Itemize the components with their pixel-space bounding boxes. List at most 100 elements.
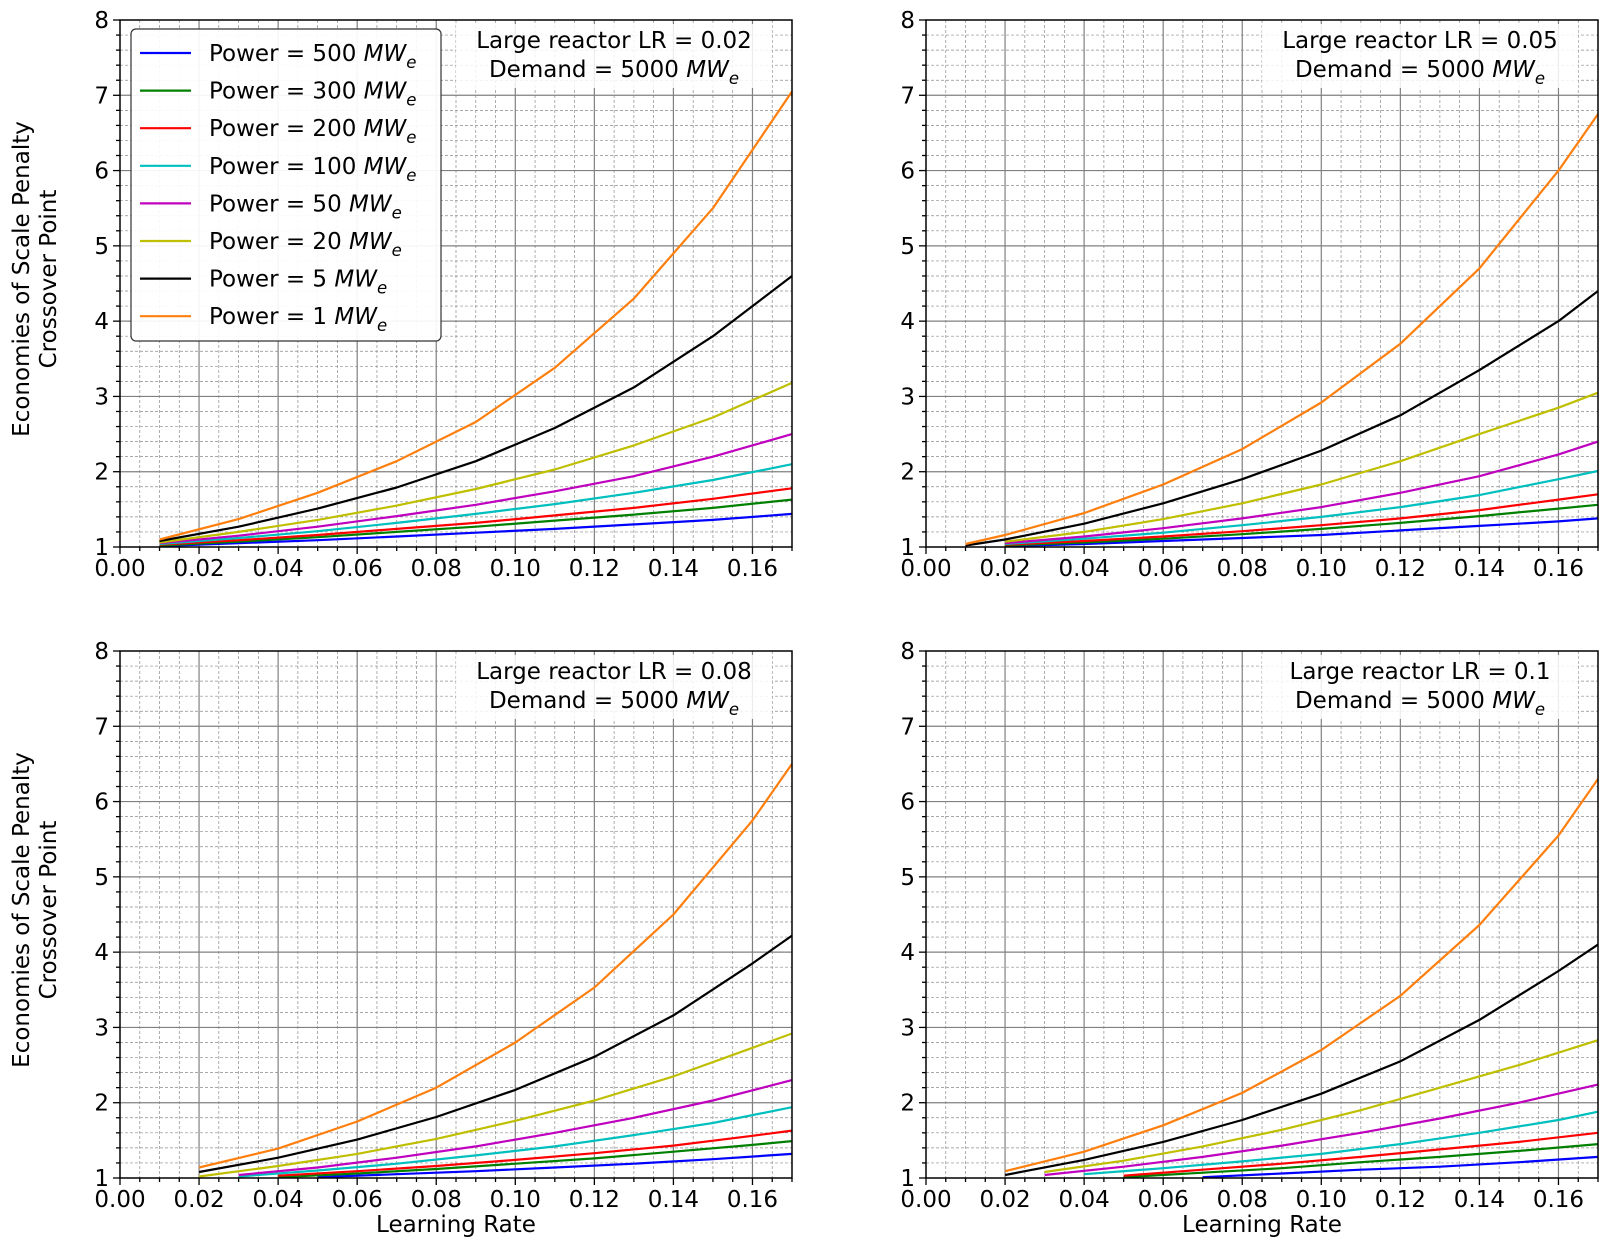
y-tick-label: 2	[900, 460, 915, 486]
series-group-bottom-left	[198, 763, 793, 1179]
annotation-demand-top-right: Demand = 5000 MWe	[1295, 57, 1545, 88]
x-tick-label: 0.02	[979, 1187, 1030, 1213]
axes-frame-bottom-right	[925, 650, 1599, 1179]
x-tick-label: 0.10	[490, 1187, 541, 1213]
x-tick-label: 0.12	[569, 556, 620, 582]
y-tick-label: 3	[94, 384, 109, 410]
annotation-demand-top-left: Demand = 5000 MWe	[489, 57, 739, 88]
major-grid-bottom-left	[120, 651, 792, 1178]
y-tick-label: 3	[900, 1015, 915, 1041]
y-tick-label: 1	[94, 535, 109, 561]
series-line-300mwe	[159, 498, 793, 547]
y-tick-label: 5	[900, 865, 915, 891]
x-tick-label: 0.04	[1059, 1187, 1110, 1213]
y-tick-label: 8	[94, 639, 109, 665]
y-tick-label: 7	[94, 714, 109, 740]
annotation-box-top-left	[456, 24, 772, 88]
x-tick-label: 0.00	[900, 556, 951, 582]
legend-label-200mwe: Power = 200 MWe	[209, 116, 416, 147]
x-tick-label: 0.10	[1296, 556, 1347, 582]
panel-bottom-left: 0.00 0.02 0.04 0.06 0.08 0.10 0.12 0.14 0.16 1 2 3 4…	[94, 639, 793, 1213]
x-tick-label: 0.08	[1217, 1187, 1268, 1213]
x-tick-label: 0.12	[1375, 556, 1426, 582]
minor-grid-top-right	[926, 20, 1598, 547]
x-tick-label: 0.12	[1375, 1187, 1426, 1213]
y-tick-label: 4	[900, 940, 915, 966]
annotation-box-bottom-right	[1262, 655, 1578, 719]
y-tick-label: 2	[94, 460, 109, 486]
series-line-50mwe	[1005, 440, 1599, 545]
legend-label-20mwe: Power = 20 MWe	[209, 229, 402, 260]
y-tick-label: 8	[900, 8, 915, 34]
series-line-50mwe	[1044, 1083, 1599, 1177]
x-tick-label: 0.16	[727, 1187, 778, 1213]
series-line-500mwe	[1005, 517, 1599, 548]
x-tick-label: 0.06	[332, 556, 383, 582]
series-line-300mwe	[1005, 503, 1599, 547]
y-tick-label: 1	[900, 535, 915, 561]
y-tick-label: 6	[900, 159, 915, 185]
series-line-20mwe	[1044, 1039, 1599, 1174]
legend-top-left: Power = 500 MWe Power = 300 MWe Power = 20…	[130, 28, 442, 342]
x-tick-label: 0.04	[253, 1187, 304, 1213]
y-tick-label: 7	[94, 83, 109, 109]
x-tick-label: 0.06	[1138, 1187, 1189, 1213]
y-tick-label: 5	[94, 865, 109, 891]
panel-bottom-right: 0.00 0.02 0.04 0.06 0.08 0.10 0.12 0.14 0.16 1 2 3 4…	[900, 639, 1599, 1213]
series-line-100mwe	[1005, 469, 1599, 546]
legend-box	[130, 28, 442, 342]
x-tick-label: 0.12	[569, 1187, 620, 1213]
series-line-1mwe	[198, 763, 793, 1169]
x-tick-label: 0.16	[727, 556, 778, 582]
y-tick-label: 4	[94, 309, 109, 335]
series-line-500mwe	[159, 512, 793, 548]
x-tick-label: 0.00	[94, 1187, 145, 1213]
y-tick-label: 1	[900, 1166, 915, 1192]
major-grid-top-right	[926, 20, 1598, 547]
x-tick-label: 0.08	[1217, 556, 1268, 582]
series-line-200mwe	[278, 1129, 793, 1177]
annotation-demand-bottom-right: Demand = 5000 MWe	[1295, 688, 1545, 719]
y-tick-label: 6	[900, 790, 915, 816]
x-tick-label: 0.14	[1454, 556, 1505, 582]
x-tick-label: 0.14	[648, 1187, 699, 1213]
x-tick-label: 0.14	[648, 556, 699, 582]
x-tick-label: 0.06	[1138, 556, 1189, 582]
x-tick-label: 0.10	[1296, 1187, 1347, 1213]
y-tick-label: 2	[94, 1091, 109, 1117]
y-tick-label: 1	[94, 1166, 109, 1192]
series-line-50mwe	[159, 433, 793, 545]
axes-frame-bottom-left	[119, 650, 793, 1179]
series-line-1mwe	[965, 113, 1599, 546]
legend-label-300mwe: Power = 300 MWe	[209, 79, 416, 110]
x-tick-label: 0.06	[332, 1187, 383, 1213]
annotation-learning-rate-top-left: Large reactor LR = 0.02	[476, 28, 752, 54]
series-line-200mwe	[159, 487, 793, 546]
series-line-500mwe	[317, 1152, 793, 1179]
series-line-20mwe	[159, 381, 793, 544]
legend-label-5mwe: Power = 5 MWe	[209, 267, 387, 298]
y-tick-label: 3	[94, 1015, 109, 1041]
x-tick-label: 0.08	[411, 556, 462, 582]
y-tick-label: 4	[94, 940, 109, 966]
series-line-20mwe	[198, 1032, 793, 1178]
y-tick-label: 2	[900, 1091, 915, 1117]
y-tick-label: 3	[900, 384, 915, 410]
x-tick-label: 0.00	[94, 556, 145, 582]
series-line-200mwe	[1123, 1131, 1599, 1177]
y-axis-label-bottom-line2: Crossover Point	[36, 821, 62, 1000]
legend-label-500mwe: Power = 500 MWe	[209, 41, 416, 72]
series-line-300mwe	[1123, 1143, 1599, 1179]
series-line-300mwe	[278, 1140, 793, 1179]
series-group-top-right	[965, 113, 1599, 548]
y-tick-label: 6	[94, 159, 109, 185]
panel-top-right: 0.00 0.02 0.04 0.06 0.08 0.10 0.12 0.14 0.16 1 2 3 4…	[900, 8, 1599, 582]
y-axis-label-top-line1: Economies of Scale Penalty	[9, 121, 35, 437]
x-tick-label: 0.14	[1454, 1187, 1505, 1213]
series-line-100mwe	[159, 463, 793, 546]
y-tick-label: 8	[94, 8, 109, 34]
x-tick-label: 0.02	[173, 1187, 224, 1213]
series-line-5mwe	[159, 275, 793, 543]
annotation-learning-rate-bottom-right: Large reactor LR = 0.1	[1290, 659, 1551, 685]
